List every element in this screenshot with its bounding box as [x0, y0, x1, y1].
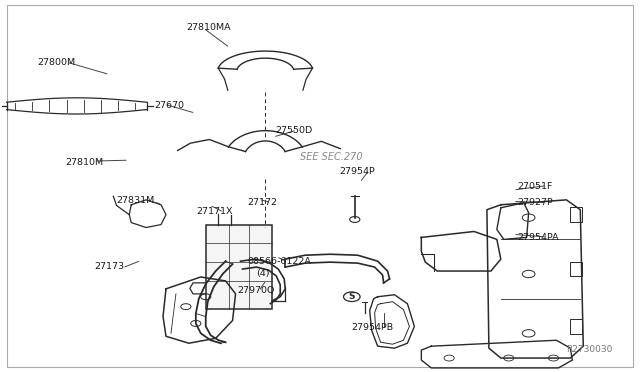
Text: 27810MA: 27810MA: [186, 23, 231, 32]
Text: 27831M: 27831M: [116, 196, 155, 205]
Text: SEE SEC.270: SEE SEC.270: [300, 151, 362, 161]
Text: 27670: 27670: [155, 100, 185, 110]
Text: 27954PB: 27954PB: [352, 323, 394, 332]
Text: 27172: 27172: [247, 198, 277, 207]
Text: S: S: [349, 292, 355, 301]
Text: 27051F: 27051F: [517, 182, 552, 190]
Text: (4): (4): [257, 269, 270, 278]
Bar: [570, 262, 582, 276]
Bar: [570, 319, 582, 334]
Text: R2730030: R2730030: [566, 346, 612, 355]
FancyBboxPatch shape: [205, 225, 272, 309]
Text: 27173: 27173: [94, 262, 124, 272]
Text: 27550D: 27550D: [275, 126, 313, 135]
Text: 27954PA: 27954PA: [517, 233, 559, 242]
Text: 27954P: 27954P: [339, 167, 375, 176]
Text: 08566-6122A: 08566-6122A: [247, 257, 311, 266]
Text: 27810M: 27810M: [66, 158, 104, 167]
Text: 27970Q: 27970Q: [237, 286, 275, 295]
Text: 27800M: 27800M: [37, 58, 75, 67]
Text: 27171X: 27171X: [196, 207, 232, 216]
Text: 27927P: 27927P: [517, 198, 553, 207]
Bar: [570, 207, 582, 222]
